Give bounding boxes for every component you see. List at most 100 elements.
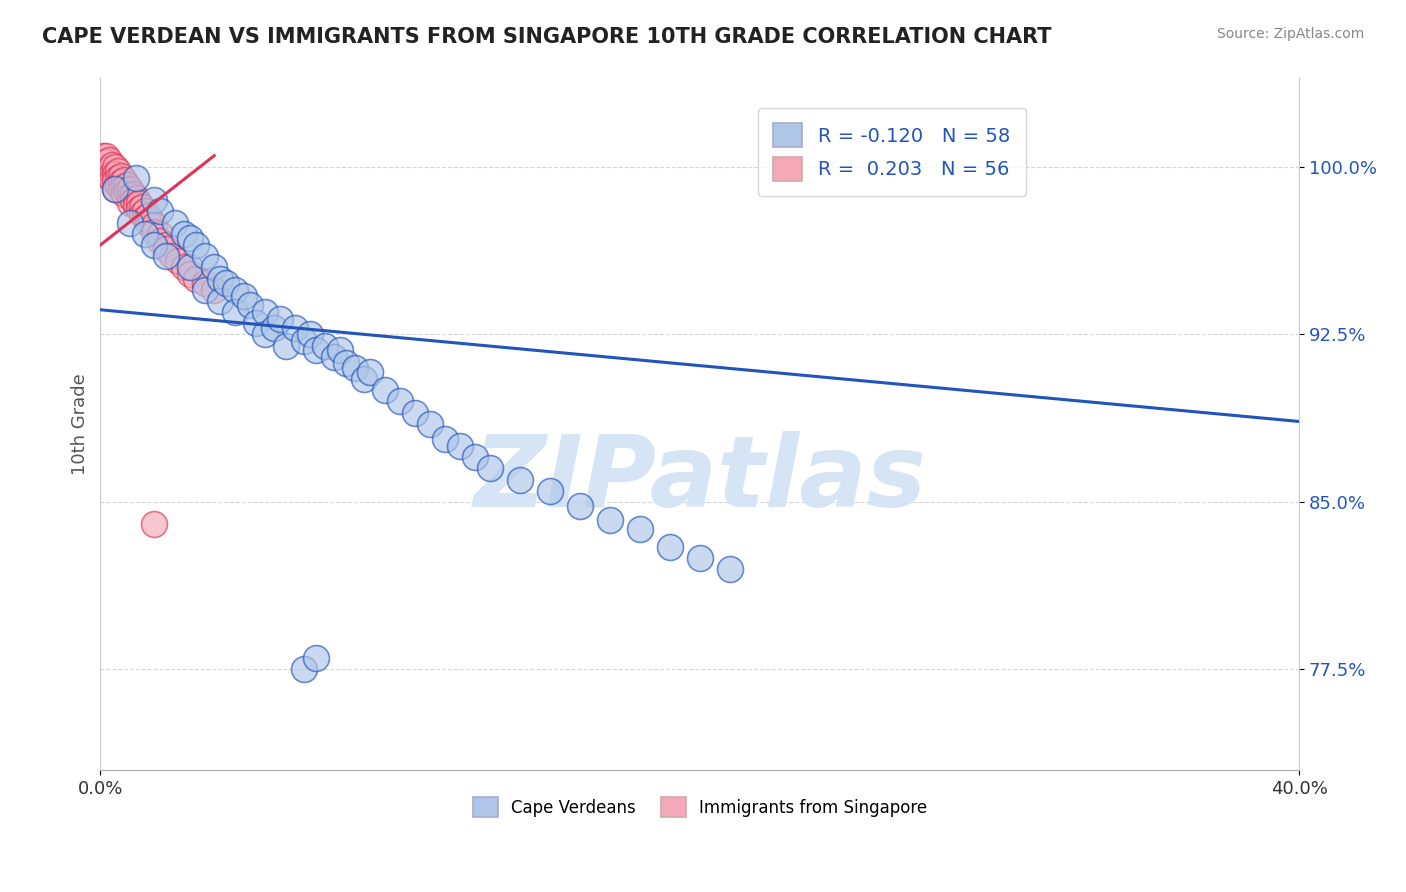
Point — [155, 249, 177, 263]
Point — [276, 338, 298, 352]
Point — [104, 160, 127, 174]
Point — [478, 461, 501, 475]
Point — [292, 334, 315, 348]
Point — [173, 260, 195, 275]
Point — [568, 500, 591, 514]
Point — [173, 227, 195, 241]
Point — [538, 483, 561, 498]
Point — [292, 663, 315, 677]
Point — [599, 513, 621, 527]
Point — [314, 338, 336, 352]
Point — [101, 157, 124, 171]
Point — [434, 433, 457, 447]
Point — [136, 209, 159, 223]
Point — [305, 651, 328, 665]
Point — [136, 216, 159, 230]
Point — [202, 283, 225, 297]
Point — [194, 249, 217, 263]
Point — [125, 171, 148, 186]
Point — [96, 155, 118, 169]
Point — [155, 238, 177, 252]
Point — [149, 227, 172, 241]
Text: CAPE VERDEAN VS IMMIGRANTS FROM SINGAPORE 10TH GRADE CORRELATION CHART: CAPE VERDEAN VS IMMIGRANTS FROM SINGAPOR… — [42, 27, 1052, 46]
Point — [112, 186, 135, 201]
Point — [689, 550, 711, 565]
Point — [464, 450, 486, 465]
Point — [245, 316, 267, 330]
Point — [202, 260, 225, 275]
Point — [335, 356, 357, 370]
Point — [509, 473, 531, 487]
Point — [120, 189, 142, 203]
Point — [120, 216, 142, 230]
Point — [93, 148, 115, 162]
Point — [104, 182, 127, 196]
Point — [299, 327, 322, 342]
Point — [96, 164, 118, 178]
Point — [134, 211, 156, 226]
Point — [155, 243, 177, 257]
Point — [141, 213, 163, 227]
Point — [107, 171, 129, 186]
Point — [143, 238, 166, 252]
Point — [117, 178, 139, 192]
Point — [131, 200, 153, 214]
Point — [209, 293, 232, 308]
Point — [239, 298, 262, 312]
Point — [131, 207, 153, 221]
Point — [179, 260, 201, 275]
Point — [120, 195, 142, 210]
Point — [305, 343, 328, 357]
Point — [98, 169, 121, 183]
Point — [104, 173, 127, 187]
Point — [104, 182, 127, 196]
Point — [117, 185, 139, 199]
Point — [186, 238, 208, 252]
Point — [143, 225, 166, 239]
Point — [269, 311, 291, 326]
Point — [128, 195, 150, 210]
Y-axis label: 10th Grade: 10th Grade — [72, 373, 89, 475]
Point — [122, 186, 145, 201]
Point — [110, 169, 132, 183]
Text: Source: ZipAtlas.com: Source: ZipAtlas.com — [1216, 27, 1364, 41]
Point — [96, 148, 118, 162]
Point — [149, 204, 172, 219]
Point — [209, 271, 232, 285]
Point — [359, 365, 381, 379]
Point — [329, 343, 352, 357]
Point — [110, 182, 132, 196]
Point — [186, 271, 208, 285]
Point — [344, 360, 367, 375]
Point — [179, 267, 201, 281]
Point — [143, 218, 166, 232]
Point — [107, 164, 129, 178]
Point — [143, 194, 166, 208]
Point — [128, 202, 150, 217]
Point — [162, 249, 184, 263]
Point — [167, 253, 190, 268]
Point — [112, 173, 135, 187]
Point — [179, 231, 201, 245]
Point — [101, 173, 124, 187]
Point — [389, 394, 412, 409]
Point — [404, 405, 426, 419]
Point — [215, 276, 238, 290]
Point — [254, 327, 277, 342]
Point — [224, 283, 246, 297]
Point — [374, 383, 396, 397]
Point — [110, 176, 132, 190]
Point — [194, 276, 217, 290]
Point — [125, 198, 148, 212]
Point — [122, 194, 145, 208]
Point — [284, 320, 307, 334]
Point — [143, 517, 166, 532]
Point — [149, 234, 172, 248]
Point — [98, 153, 121, 167]
Point — [353, 372, 375, 386]
Legend: Cape Verdeans, Immigrants from Singapore: Cape Verdeans, Immigrants from Singapore — [465, 790, 934, 824]
Point — [104, 167, 127, 181]
Point — [263, 320, 285, 334]
Point — [107, 178, 129, 192]
Point — [718, 562, 741, 576]
